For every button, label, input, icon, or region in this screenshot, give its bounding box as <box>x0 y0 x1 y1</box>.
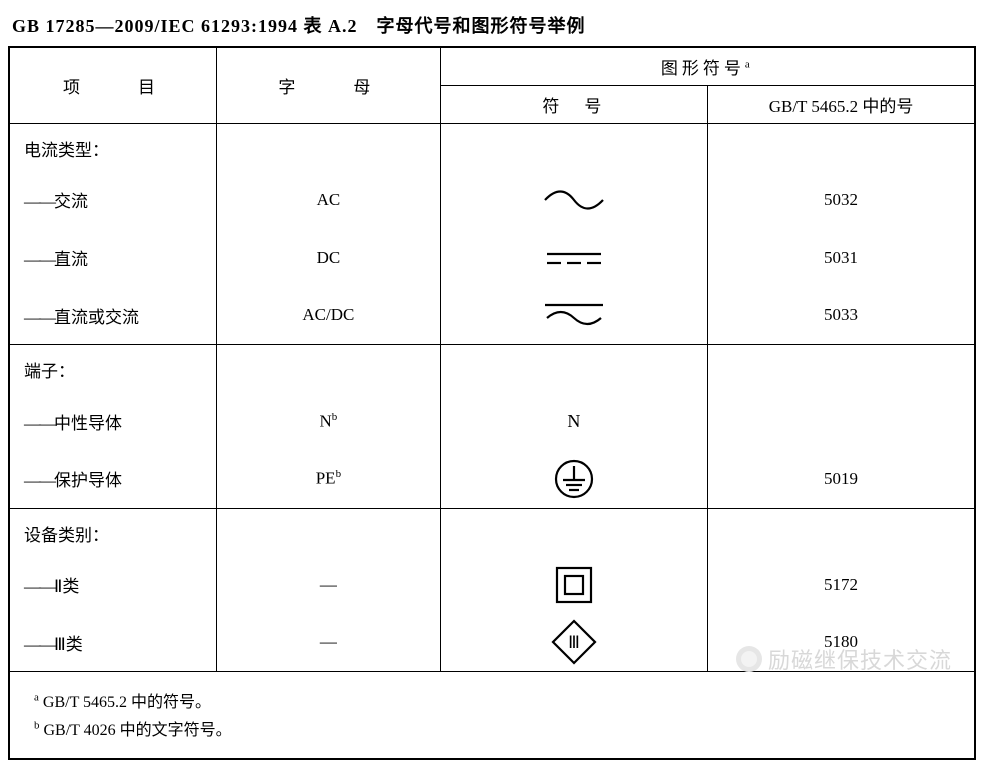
empty-cell <box>440 345 707 393</box>
reference-number: 5032 <box>708 171 975 229</box>
row-label: ——Ⅲ类 <box>9 614 217 672</box>
reference-number: 5019 <box>708 450 975 508</box>
letter-code: DC <box>217 229 441 287</box>
reference-number <box>708 392 975 450</box>
empty-cell <box>708 508 975 556</box>
page-title: GB 17285—2009/IEC 61293:1994 表 A.2 字母代号和… <box>12 12 984 38</box>
header-graphic: 图形符号a <box>440 47 975 85</box>
header-symbol: 符 号 <box>440 85 707 123</box>
header-item: 项 目 <box>9 47 217 123</box>
section-label: 电流类型： <box>9 123 217 171</box>
graphic-symbol <box>440 229 707 287</box>
graphic-symbol <box>440 556 707 614</box>
empty-cell <box>217 123 441 171</box>
row-label: ——直流或交流 <box>9 287 217 345</box>
row-label: ——保护导体 <box>9 450 217 508</box>
empty-cell <box>440 508 707 556</box>
graphic-symbol <box>440 450 707 508</box>
row-label: ——直流 <box>9 229 217 287</box>
symbols-table: 项 目 字 母 图形符号a 符 号 GB/T 5465.2 中的号 电流类型： … <box>8 46 976 760</box>
footnotes: a GB/T 5465.2 中的符号。b GB/T 4026 中的文字符号。 <box>9 672 975 760</box>
reference-number: 5172 <box>708 556 975 614</box>
reference-number: 5033 <box>708 287 975 345</box>
letter-code: AC/DC <box>217 287 441 345</box>
header-ref: GB/T 5465.2 中的号 <box>708 85 975 123</box>
header-letter: 字 母 <box>217 47 441 123</box>
empty-cell <box>440 123 707 171</box>
row-label: ——Ⅱ类 <box>9 556 217 614</box>
graphic-symbol <box>440 171 707 229</box>
letter-code: — <box>217 556 441 614</box>
empty-cell <box>217 345 441 393</box>
svg-text:Ⅲ: Ⅲ <box>568 633 580 652</box>
graphic-symbol: N <box>440 392 707 450</box>
section-label: 端子： <box>9 345 217 393</box>
letter-code: PEb <box>217 450 441 508</box>
letter-code: AC <box>217 171 441 229</box>
row-label: ——交流 <box>9 171 217 229</box>
empty-cell <box>217 508 441 556</box>
graphic-symbol <box>440 287 707 345</box>
section-label: 设备类别： <box>9 508 217 556</box>
empty-cell <box>708 345 975 393</box>
letter-code: Nb <box>217 392 441 450</box>
letter-code: — <box>217 614 441 672</box>
reference-number: 5180 <box>708 614 975 672</box>
graphic-symbol: Ⅲ <box>440 614 707 672</box>
row-label: ——中性导体 <box>9 392 217 450</box>
empty-cell <box>708 123 975 171</box>
reference-number: 5031 <box>708 229 975 287</box>
